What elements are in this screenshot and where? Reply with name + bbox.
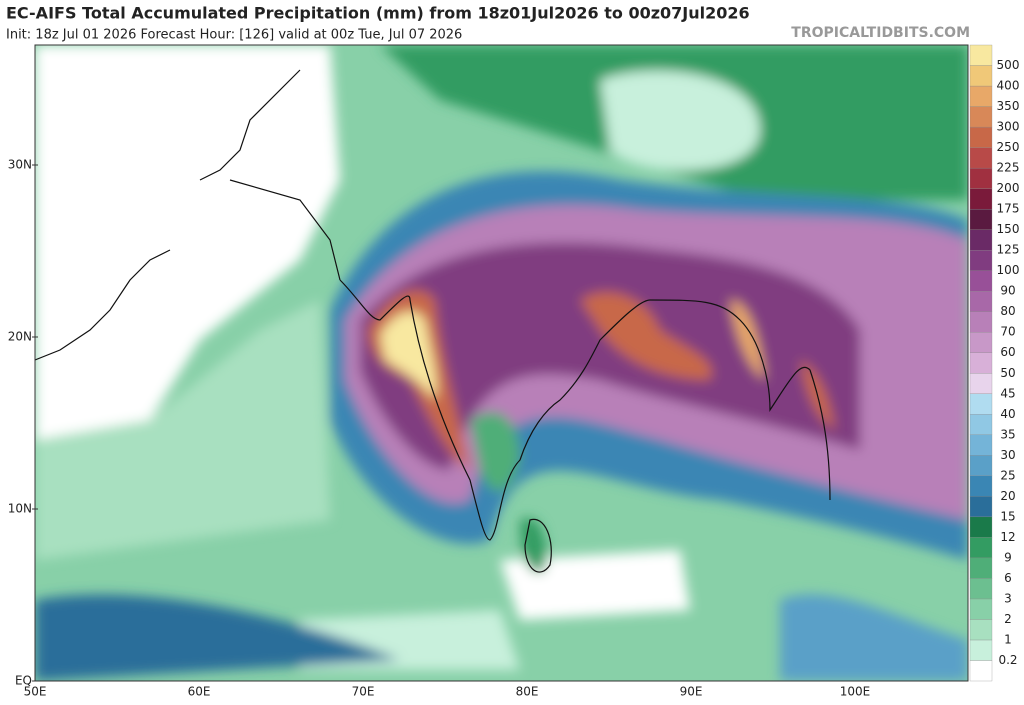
colorbar-label: 100 xyxy=(997,263,1020,277)
colorbar-swatch xyxy=(969,250,993,271)
lon-label: 80E xyxy=(516,685,539,699)
colorbar-swatch xyxy=(969,475,993,497)
colorbar-swatch xyxy=(969,557,993,579)
colorbar-swatch xyxy=(969,496,993,518)
colorbar-swatch xyxy=(969,414,993,435)
lat-axis: 30N 20N 10N EQ xyxy=(8,158,38,688)
colorbar-label: 80 xyxy=(1000,304,1015,318)
lat-label: 30N xyxy=(8,158,32,172)
colorbar-swatch xyxy=(969,352,993,374)
colorbar-swatch xyxy=(969,434,993,456)
colorbar-swatch xyxy=(969,537,993,559)
colorbar-swatch xyxy=(969,126,993,148)
colorbar-swatch xyxy=(969,332,993,353)
colorbar-label: 12 xyxy=(1000,530,1015,544)
colorbar-swatch xyxy=(969,393,993,415)
colorbar-label: 9 xyxy=(1004,550,1012,564)
colorbar-label: 45 xyxy=(1000,386,1015,400)
colorbar-label: 150 xyxy=(997,222,1020,236)
subtitle: Init: 18z Jul 01 2026 Forecast Hour: [12… xyxy=(6,28,462,43)
colorbar-label: 0.2 xyxy=(998,653,1017,667)
colorbar-swatch xyxy=(969,270,993,292)
colorbar-swatch xyxy=(969,660,993,682)
colorbar-label: 90 xyxy=(1000,284,1015,298)
lon-label: 70E xyxy=(352,685,375,699)
title: EC-AIFS Total Accumulated Precipitation … xyxy=(6,4,750,23)
colorbar-swatch xyxy=(969,598,993,620)
colorbar-label: 3 xyxy=(1004,591,1012,605)
colorbar-label: 6 xyxy=(1004,571,1012,585)
colorbar-swatch xyxy=(969,516,993,538)
colorbar-label: 250 xyxy=(997,140,1020,154)
colorbar-label: 500 xyxy=(997,58,1020,72)
lon-label: 90E xyxy=(680,685,703,699)
colorbar-swatch xyxy=(969,229,993,251)
colorbar-label: 25 xyxy=(1000,468,1015,482)
precip-field xyxy=(35,45,968,681)
colorbar-swatch xyxy=(969,455,993,476)
colorbar-swatch xyxy=(969,65,993,87)
colorbar-swatch xyxy=(969,106,993,128)
colorbar-label: 40 xyxy=(1000,407,1015,421)
colorbar-swatch xyxy=(969,578,993,600)
colorbar-label: 20 xyxy=(1000,489,1015,503)
colorbar-label: 225 xyxy=(997,161,1020,175)
colorbar-label: 200 xyxy=(997,181,1020,195)
lat-label: 20N xyxy=(8,330,32,344)
colorbar: 0.21236912152025303540455060708090100125… xyxy=(969,44,1020,682)
colorbar-label: 50 xyxy=(1000,366,1015,380)
colorbar-swatch xyxy=(969,85,993,107)
lon-label: 100E xyxy=(840,685,871,699)
colorbar-label: 175 xyxy=(997,202,1020,216)
colorbar-label: 1 xyxy=(1004,632,1012,646)
colorbar-label: 30 xyxy=(1000,448,1015,462)
colorbar-label: 400 xyxy=(997,79,1020,93)
colorbar-swatch xyxy=(969,639,993,661)
lon-label: 60E xyxy=(188,685,211,699)
lat-label: 10N xyxy=(8,502,32,516)
coastlines xyxy=(35,69,831,573)
lon-axis: 50E 60E 70E 80E 90E 100E xyxy=(24,685,871,699)
colorbar-swatch xyxy=(969,147,993,169)
colorbar-label: 350 xyxy=(997,99,1020,113)
watermark: TROPICALTIDBITS.COM xyxy=(791,25,970,41)
colorbar-label: 300 xyxy=(997,120,1020,134)
colorbar-label: 35 xyxy=(1000,427,1015,441)
colorbar-label: 125 xyxy=(997,243,1020,257)
lon-label: 50E xyxy=(24,685,47,699)
colorbar-label: 60 xyxy=(1000,345,1015,359)
colorbar-swatch xyxy=(969,167,993,189)
colorbar-swatch xyxy=(969,373,993,394)
colorbar-swatch xyxy=(969,188,993,210)
colorbar-label: 70 xyxy=(1000,325,1015,339)
colorbar-swatch xyxy=(969,291,993,312)
lat-label: EQ xyxy=(15,674,32,688)
colorbar-swatch xyxy=(969,44,993,66)
colorbar-swatch xyxy=(969,311,993,333)
colorbar-swatch xyxy=(969,208,993,230)
colorbar-label: 2 xyxy=(1004,612,1012,626)
colorbar-label: 15 xyxy=(1000,509,1015,523)
map-frame xyxy=(34,44,969,682)
colorbar-swatch xyxy=(969,619,993,641)
